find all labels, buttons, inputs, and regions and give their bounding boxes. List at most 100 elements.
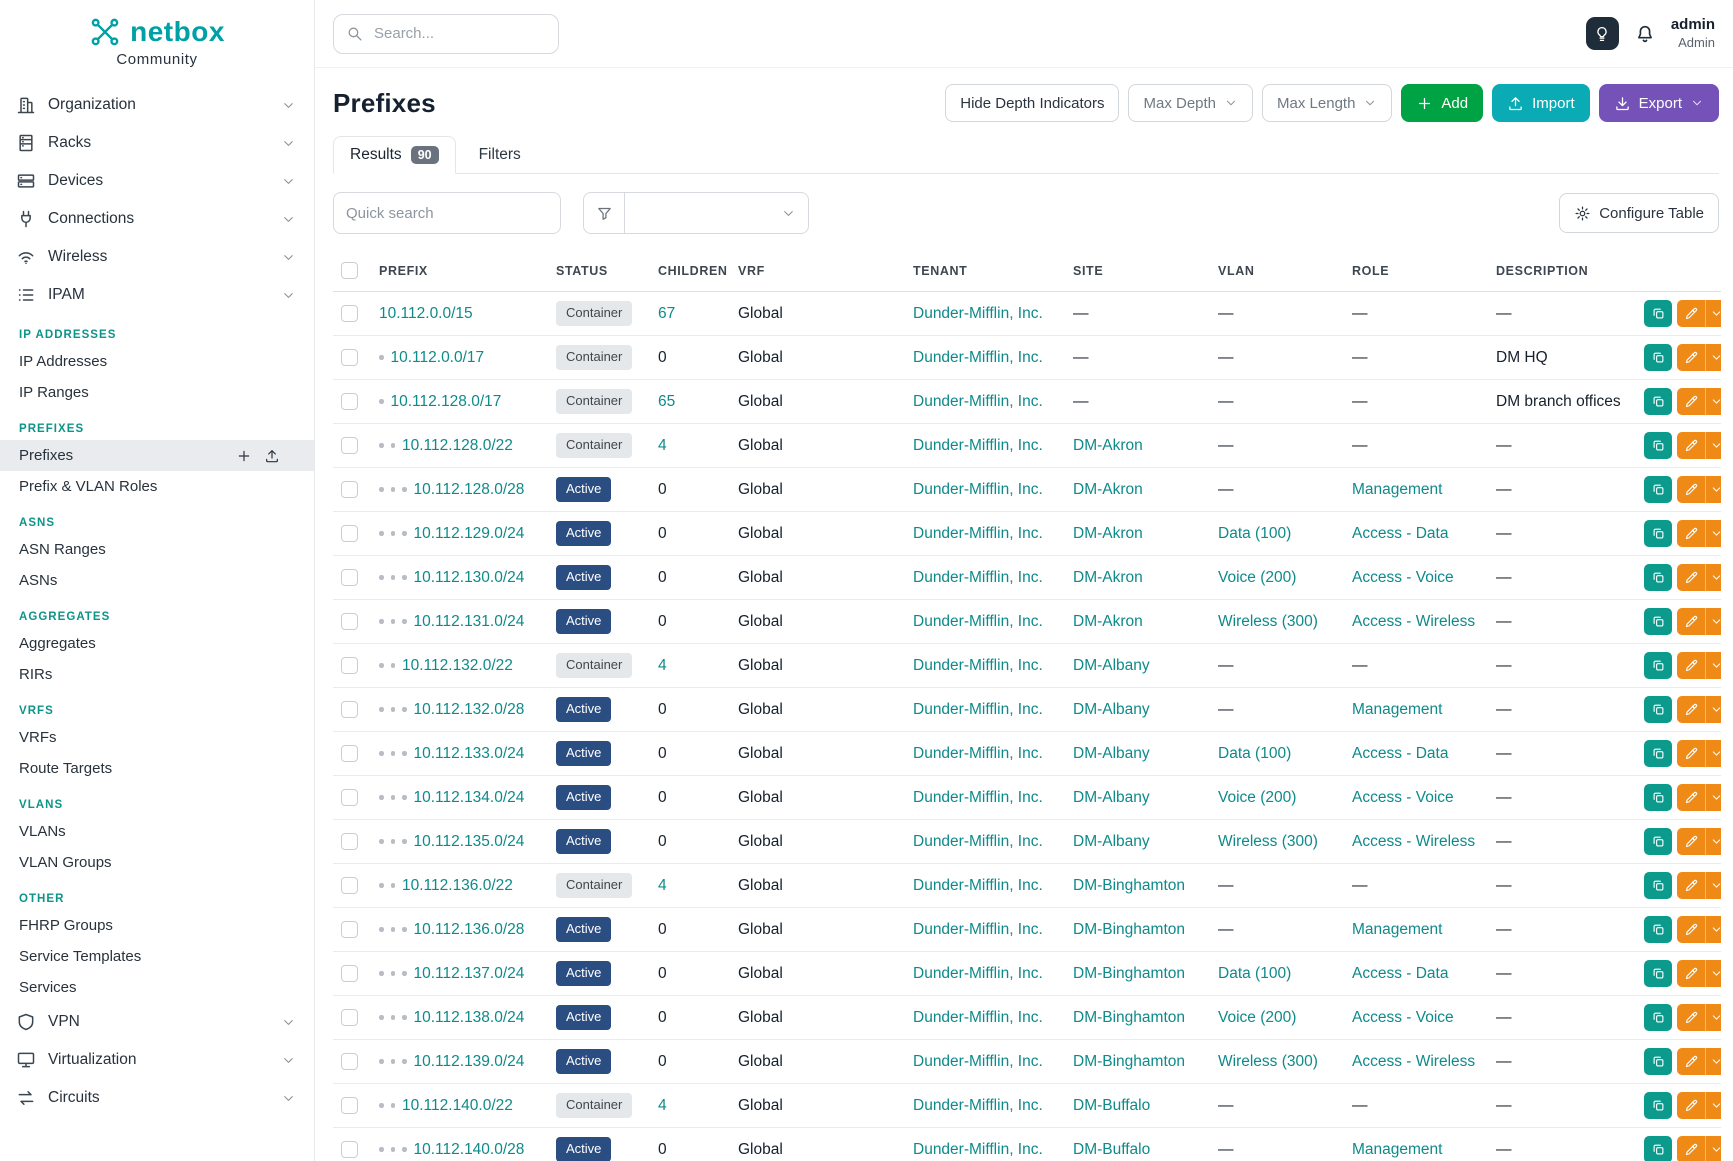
global-search[interactable] bbox=[333, 14, 559, 54]
tab-results[interactable]: Results 90 bbox=[333, 136, 456, 174]
copy-button[interactable] bbox=[1644, 1092, 1672, 1119]
site-link[interactable]: DM-Albany bbox=[1073, 833, 1150, 850]
prefix-link[interactable]: 10.112.131.0/24 bbox=[414, 613, 525, 630]
sidebar-item-wireless[interactable]: Wireless bbox=[0, 238, 314, 276]
tenant-link[interactable]: Dunder-Mifflin, Inc. bbox=[913, 965, 1043, 982]
edit-button[interactable] bbox=[1677, 432, 1705, 459]
copy-button[interactable] bbox=[1644, 916, 1672, 943]
sidebar-item-vlans[interactable]: VLANs bbox=[0, 816, 314, 847]
configure-table-button[interactable]: Configure Table bbox=[1559, 193, 1719, 233]
sidebar-item-asns[interactable]: ASNs bbox=[0, 565, 314, 596]
prefix-link[interactable]: 10.112.135.0/24 bbox=[414, 833, 525, 850]
edit-dropdown-button[interactable] bbox=[1705, 608, 1721, 635]
row-checkbox[interactable] bbox=[341, 1053, 358, 1070]
tenant-link[interactable]: Dunder-Mifflin, Inc. bbox=[913, 833, 1043, 850]
brand[interactable]: netbox Community bbox=[0, 16, 314, 68]
children-link[interactable]: 4 bbox=[658, 1097, 667, 1114]
role-link[interactable]: Access - Voice bbox=[1352, 569, 1454, 586]
tenant-link[interactable]: Dunder-Mifflin, Inc. bbox=[913, 1097, 1043, 1114]
role-link[interactable]: Access - Voice bbox=[1352, 1009, 1454, 1026]
edit-dropdown-button[interactable] bbox=[1705, 388, 1721, 415]
filter-button[interactable] bbox=[583, 192, 625, 234]
sidebar-item-organization[interactable]: Organization bbox=[0, 86, 314, 124]
site-link[interactable]: DM-Akron bbox=[1073, 569, 1143, 586]
vlan-link[interactable]: Voice (200) bbox=[1218, 789, 1296, 806]
edit-dropdown-button[interactable] bbox=[1705, 872, 1721, 899]
vlan-link[interactable]: Data (100) bbox=[1218, 525, 1291, 542]
role-link[interactable]: Access - Wireless bbox=[1352, 1053, 1475, 1070]
sidebar-item-ip-ranges[interactable]: IP Ranges bbox=[0, 377, 314, 408]
copy-button[interactable] bbox=[1644, 784, 1672, 811]
add-button[interactable]: Add bbox=[1401, 84, 1483, 122]
edit-button[interactable] bbox=[1677, 520, 1705, 547]
tenant-link[interactable]: Dunder-Mifflin, Inc. bbox=[913, 569, 1043, 586]
site-link[interactable]: DM-Akron bbox=[1073, 613, 1143, 630]
copy-button[interactable] bbox=[1644, 1048, 1672, 1075]
edit-button[interactable] bbox=[1677, 828, 1705, 855]
prefix-link[interactable]: 10.112.136.0/28 bbox=[414, 921, 525, 938]
sidebar-item-rirs[interactable]: RIRs bbox=[0, 659, 314, 690]
notifications-button[interactable] bbox=[1634, 23, 1656, 45]
filter-select[interactable] bbox=[625, 192, 809, 234]
prefix-link[interactable]: 10.112.128.0/17 bbox=[391, 393, 502, 410]
vlan-link[interactable]: Data (100) bbox=[1218, 965, 1291, 982]
role-link[interactable]: Access - Wireless bbox=[1352, 613, 1475, 630]
tenant-link[interactable]: Dunder-Mifflin, Inc. bbox=[913, 921, 1043, 938]
prefixes-add-button[interactable] bbox=[236, 448, 252, 464]
sidebar-item-virtualization[interactable]: Virtualization bbox=[0, 1041, 314, 1079]
site-link[interactable]: DM-Akron bbox=[1073, 437, 1143, 454]
row-checkbox[interactable] bbox=[341, 1009, 358, 1026]
tenant-link[interactable]: Dunder-Mifflin, Inc. bbox=[913, 745, 1043, 762]
user-menu[interactable]: admin Admin bbox=[1671, 16, 1715, 51]
copy-button[interactable] bbox=[1644, 564, 1672, 591]
vlan-link[interactable]: Voice (200) bbox=[1218, 1009, 1296, 1026]
tenant-link[interactable]: Dunder-Mifflin, Inc. bbox=[913, 525, 1043, 542]
edit-dropdown-button[interactable] bbox=[1705, 784, 1721, 811]
sidebar-item-vrfs[interactable]: VRFs bbox=[0, 722, 314, 753]
edit-button[interactable] bbox=[1677, 784, 1705, 811]
prefix-link[interactable]: 10.112.133.0/24 bbox=[414, 745, 525, 762]
row-checkbox[interactable] bbox=[341, 921, 358, 938]
sidebar-item-devices[interactable]: Devices bbox=[0, 162, 314, 200]
edit-dropdown-button[interactable] bbox=[1705, 520, 1721, 547]
site-link[interactable]: DM-Buffalo bbox=[1073, 1097, 1150, 1114]
prefix-link[interactable]: 10.112.138.0/24 bbox=[414, 1009, 525, 1026]
edit-dropdown-button[interactable] bbox=[1705, 652, 1721, 679]
tenant-link[interactable]: Dunder-Mifflin, Inc. bbox=[913, 481, 1043, 498]
tenant-link[interactable]: Dunder-Mifflin, Inc. bbox=[913, 789, 1043, 806]
column-header-children[interactable]: CHILDREN bbox=[650, 254, 730, 292]
role-link[interactable]: Access - Data bbox=[1352, 745, 1448, 762]
row-checkbox[interactable] bbox=[341, 789, 358, 806]
role-link[interactable]: Access - Wireless bbox=[1352, 833, 1475, 850]
site-link[interactable]: DM-Akron bbox=[1073, 481, 1143, 498]
role-link[interactable]: Access - Data bbox=[1352, 965, 1448, 982]
prefix-link[interactable]: 10.112.140.0/22 bbox=[402, 1097, 513, 1114]
vlan-link[interactable]: Wireless (300) bbox=[1218, 1053, 1318, 1070]
tab-filters[interactable]: Filters bbox=[462, 136, 538, 174]
tenant-link[interactable]: Dunder-Mifflin, Inc. bbox=[913, 1141, 1043, 1158]
role-link[interactable]: Management bbox=[1352, 701, 1442, 718]
copy-button[interactable] bbox=[1644, 872, 1672, 899]
tenant-link[interactable]: Dunder-Mifflin, Inc. bbox=[913, 613, 1043, 630]
theme-toggle-button[interactable] bbox=[1586, 17, 1619, 50]
edit-dropdown-button[interactable] bbox=[1705, 916, 1721, 943]
copy-button[interactable] bbox=[1644, 740, 1672, 767]
sidebar-item-ipam[interactable]: IPAM bbox=[0, 276, 314, 314]
edit-button[interactable] bbox=[1677, 564, 1705, 591]
edit-dropdown-button[interactable] bbox=[1705, 344, 1721, 371]
import-button[interactable]: Import bbox=[1492, 84, 1590, 122]
sidebar-item-vpn[interactable]: VPN bbox=[0, 1003, 314, 1041]
prefix-link[interactable]: 10.112.128.0/22 bbox=[402, 437, 513, 454]
prefix-link[interactable]: 10.112.132.0/28 bbox=[414, 701, 525, 718]
prefix-link[interactable]: 10.112.129.0/24 bbox=[414, 525, 525, 542]
prefix-link[interactable]: 10.112.130.0/24 bbox=[414, 569, 525, 586]
row-checkbox[interactable] bbox=[341, 877, 358, 894]
site-link[interactable]: DM-Albany bbox=[1073, 701, 1150, 718]
vlan-link[interactable]: Wireless (300) bbox=[1218, 833, 1318, 850]
edit-dropdown-button[interactable] bbox=[1705, 1048, 1721, 1075]
quick-search-input[interactable] bbox=[333, 192, 561, 234]
edit-dropdown-button[interactable] bbox=[1705, 740, 1721, 767]
tenant-link[interactable]: Dunder-Mifflin, Inc. bbox=[913, 305, 1043, 322]
column-header-role[interactable]: ROLE bbox=[1344, 254, 1488, 292]
row-checkbox[interactable] bbox=[341, 305, 358, 322]
